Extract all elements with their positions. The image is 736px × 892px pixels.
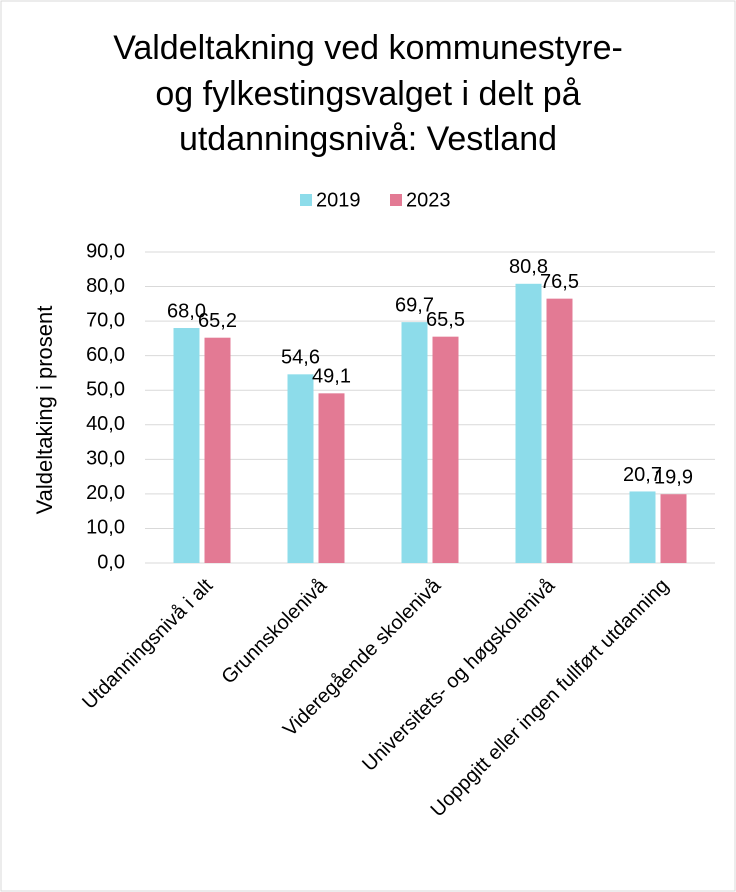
chart-title: og fylkestingsvalget i delt på (155, 75, 580, 113)
bar (287, 374, 314, 563)
value-label: 68,0 (167, 300, 206, 322)
value-label: 65,5 (426, 309, 465, 331)
legend-label: 2019 (316, 189, 361, 211)
bar (204, 337, 231, 563)
legend-label: 2023 (406, 189, 451, 211)
chart-title: Valdeltakning ved kommunestyre- (113, 29, 623, 67)
value-label: 54,6 (281, 347, 320, 369)
value-label: 20,7 (623, 464, 662, 486)
bar (629, 491, 656, 563)
value-label: 19,9 (654, 467, 693, 489)
value-label: 49,1 (312, 366, 351, 388)
bar (660, 494, 687, 563)
value-label: 80,8 (509, 256, 548, 278)
value-label: 69,7 (395, 294, 434, 316)
y-tick-label: 20,0 (86, 482, 125, 504)
y-tick-label: 30,0 (86, 448, 125, 470)
value-label: 65,2 (198, 310, 237, 332)
y-axis-label: Valdeltaking i prosent (32, 306, 57, 515)
bar (515, 283, 542, 563)
chart-title: utdanningsnivå: Vestland (179, 120, 557, 158)
bar (432, 336, 459, 563)
y-tick-label: 0,0 (97, 551, 125, 573)
value-label: 76,5 (540, 271, 579, 293)
y-tick-label: 40,0 (86, 413, 125, 435)
y-tick-label: 10,0 (86, 517, 125, 539)
legend-swatch (390, 194, 402, 206)
bar (173, 328, 200, 563)
y-tick-label: 60,0 (86, 344, 125, 366)
y-tick-label: 50,0 (86, 379, 125, 401)
bar (318, 393, 345, 563)
y-tick-label: 80,0 (86, 275, 125, 297)
legend-swatch (300, 194, 312, 206)
y-tick-label: 70,0 (86, 309, 125, 331)
bar (546, 298, 573, 563)
y-tick-label: 90,0 (86, 240, 125, 262)
bar (401, 322, 428, 563)
